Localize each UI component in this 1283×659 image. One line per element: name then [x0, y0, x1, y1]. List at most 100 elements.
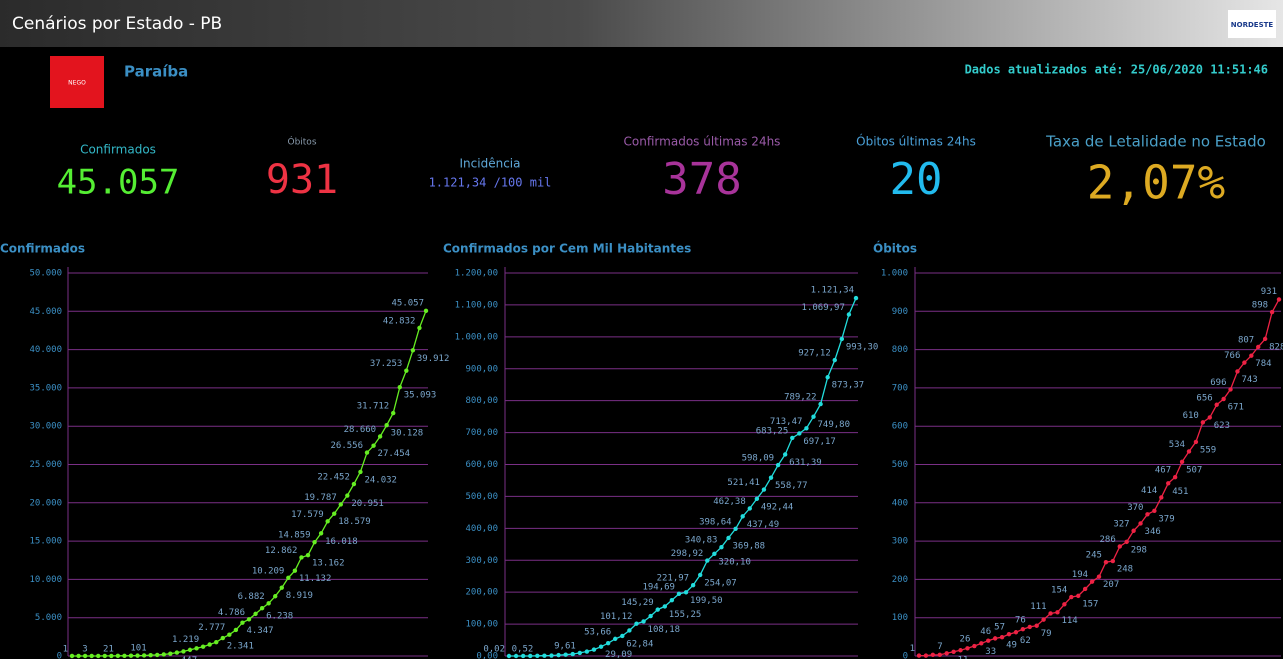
data-label: 4.347 — [246, 626, 273, 636]
y-tick-label: 700 — [892, 383, 908, 393]
data-label: 370 — [1127, 503, 1143, 513]
data-label: 828 — [1269, 342, 1283, 352]
data-point — [76, 653, 81, 659]
data-label: 0,52 — [512, 644, 534, 654]
data-point — [839, 336, 845, 342]
data-label: 4.786 — [218, 608, 245, 618]
data-point — [542, 653, 547, 658]
data-point — [1041, 617, 1046, 622]
data-point — [1276, 297, 1282, 302]
data-label: 9,61 — [554, 641, 576, 651]
data-point — [662, 604, 667, 609]
data-point — [620, 633, 625, 639]
data-label: 207 — [1103, 580, 1119, 590]
state-badge — [50, 56, 104, 108]
data-point — [1034, 623, 1039, 628]
data-label: 656 — [1196, 393, 1212, 403]
data-point — [832, 357, 837, 363]
data-point — [598, 644, 604, 649]
data-label: 157 — [1082, 599, 1098, 609]
data-point — [102, 653, 107, 659]
data-point — [384, 423, 389, 428]
data-point — [1200, 420, 1206, 425]
data-point — [528, 653, 533, 659]
data-label: 598,09 — [742, 454, 775, 464]
data-point — [1027, 624, 1032, 630]
data-point — [965, 646, 970, 651]
data-point — [790, 435, 795, 441]
data-label: 1.219 — [172, 635, 199, 645]
data-point — [299, 555, 304, 560]
data-point — [986, 638, 991, 643]
data-point — [246, 617, 252, 622]
data-label: 749,80 — [818, 420, 851, 430]
data-point — [556, 652, 561, 658]
data-point — [655, 607, 660, 612]
y-tick-label: 100,00 — [465, 620, 498, 630]
y-tick-label: 45.000 — [29, 307, 62, 317]
data-label: 62 — [1020, 636, 1031, 646]
data-point — [712, 551, 717, 557]
data-point — [535, 653, 540, 659]
data-point — [690, 582, 696, 588]
data-point — [825, 375, 830, 380]
data-point — [1145, 512, 1150, 517]
data-label: 993,30 — [846, 342, 879, 352]
chart-title: Confirmados por Cem Mil Habitantes — [443, 242, 691, 256]
y-tick-label: 1.100,00 — [455, 300, 498, 310]
data-label: 451 — [1172, 487, 1188, 497]
data-point — [1117, 544, 1122, 549]
data-point — [1235, 369, 1240, 374]
data-label: 194,69 — [642, 582, 675, 592]
kpi-label: Óbitos últimas 24hs — [856, 134, 976, 149]
data-point — [345, 493, 350, 498]
data-point — [1124, 539, 1129, 545]
data-label: 254,07 — [704, 578, 737, 588]
y-tick-label: 0,00 — [476, 652, 498, 659]
data-point — [719, 545, 724, 550]
data-point — [1048, 611, 1053, 616]
data-label: 931 — [1261, 287, 1277, 297]
data-point — [233, 627, 239, 633]
data-point — [1076, 593, 1081, 599]
y-tick-label: 500 — [892, 460, 908, 470]
data-point — [391, 410, 396, 416]
data-label: 19.787 — [304, 493, 337, 503]
data-label: 37.253 — [370, 359, 403, 369]
data-point — [423, 308, 429, 314]
data-label: 20.951 — [351, 499, 384, 509]
data-label: 784 — [1255, 359, 1271, 369]
data-label: 11 — [958, 655, 969, 659]
data-point — [705, 558, 710, 563]
data-point — [187, 647, 193, 653]
kpi-label: Confirmados — [80, 143, 156, 157]
data-point — [89, 653, 94, 659]
data-point — [1152, 508, 1157, 514]
data-label: 1.069,97 — [802, 303, 845, 313]
data-point — [115, 653, 121, 659]
data-point — [1186, 449, 1192, 454]
data-point — [1138, 521, 1143, 526]
kpi-value: 2,07% — [1087, 156, 1225, 210]
data-label: 30.128 — [391, 429, 424, 439]
data-label: 671 — [1228, 403, 1244, 413]
data-label: 10.209 — [252, 566, 285, 576]
data-label: 8.919 — [286, 591, 313, 601]
data-label: 467 — [1155, 466, 1171, 476]
data-point — [351, 481, 357, 487]
y-tick-label: 900 — [892, 307, 908, 317]
data-point — [584, 649, 590, 654]
data-label: 713,47 — [770, 417, 803, 427]
data-label: 623 — [1214, 421, 1230, 431]
data-label: 1.121,34 — [811, 286, 854, 296]
y-tick-label: 50.000 — [29, 269, 62, 279]
data-point — [944, 651, 949, 656]
data-label: 696 — [1210, 378, 1226, 388]
data-point — [377, 434, 383, 439]
data-point — [207, 642, 212, 647]
data-point — [214, 640, 219, 645]
data-label: 62,84 — [626, 639, 653, 649]
data-label: 610 — [1183, 411, 1199, 421]
data-point — [740, 514, 745, 519]
data-point — [168, 651, 173, 656]
